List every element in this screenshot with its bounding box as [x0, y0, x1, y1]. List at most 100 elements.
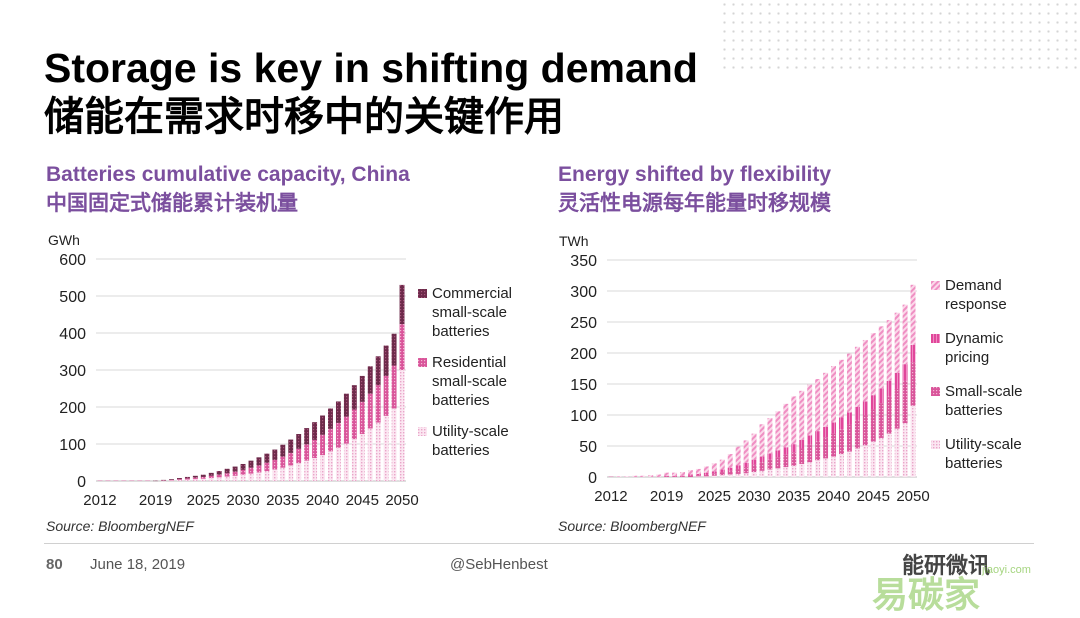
- x-tick-label: 2045: [857, 488, 890, 505]
- legend-swatch-utility: [931, 440, 940, 449]
- x-tick-label: 2040: [817, 488, 850, 505]
- bar-utility-2037: [296, 463, 302, 481]
- bar-commercial-2045: [359, 375, 365, 402]
- bar-utility-2042: [335, 447, 341, 481]
- chart-energy-shifted-by-flexibility: TWh 0 50 100 150 200 250 300 350 2012 2019 2025 2030…: [559, 233, 1023, 505]
- bar-residential-2028: [224, 473, 230, 477]
- bar-empty-2014: [113, 480, 119, 481]
- legend-label: pricing: [945, 349, 989, 366]
- legend-swatch-residential: [418, 358, 427, 367]
- bar-utility-2024: [703, 476, 709, 477]
- bar-residential-2046: [878, 403, 884, 438]
- bar-residential-2049: [902, 380, 908, 424]
- bar-demand-2042: [846, 353, 852, 413]
- bar-residential-2032: [767, 459, 773, 470]
- bar-residential-2033: [775, 457, 781, 469]
- bar-residential-2042: [335, 422, 341, 448]
- bar-utility-2021: [169, 480, 174, 481]
- bar-utility-2041: [328, 451, 333, 481]
- bar-utility-2032: [767, 469, 773, 477]
- bar-commercial-2037: [296, 434, 302, 449]
- bar-commercial-2042: [335, 401, 341, 423]
- bar-residential-2020: [672, 476, 678, 477]
- bar-residential-2048: [383, 375, 389, 416]
- bar-residential-2031: [248, 467, 254, 474]
- x-tick-label: 2030: [226, 492, 259, 509]
- bar-dynamic-2028: [735, 465, 741, 469]
- legend-swatch-commercial: [418, 289, 427, 298]
- chart2-subtitle: 灵活性电源每年能量时移规模: [558, 192, 831, 215]
- legend-swatch-dynamic: [931, 334, 940, 343]
- bar-dynamic-2048: [894, 372, 900, 389]
- bar-residential-2025: [200, 476, 206, 479]
- y-tick-label: 50: [579, 439, 597, 456]
- y-tick-label: 300: [570, 284, 597, 301]
- x-tick-label: 2012: [594, 488, 627, 505]
- bar-residential-2038: [304, 444, 310, 461]
- bar-commercial-2041: [328, 408, 333, 429]
- bar-residential-2050: [910, 362, 916, 406]
- bar-utility-2039: [823, 458, 829, 477]
- y-tick-label: 500: [59, 289, 86, 306]
- bar-commercial-2029: [232, 466, 238, 472]
- y-tick-label: 250: [570, 315, 597, 332]
- bar-commercial-2035: [280, 444, 286, 457]
- bar-dynamic-2033: [775, 450, 781, 458]
- bar-commercial-2020: [161, 479, 167, 481]
- bar-utility-2039: [312, 458, 318, 481]
- bar-residential-2043: [854, 419, 860, 449]
- bar-dynamic-2019: [664, 475, 670, 477]
- bar-utility-2030: [751, 472, 757, 477]
- x-tick-label: 2019: [650, 488, 683, 505]
- bar-dynamic-2044: [862, 401, 868, 415]
- bar-residential-2039: [312, 439, 318, 459]
- bar-dynamic-2041: [839, 417, 844, 430]
- bar-demand-2020: [672, 472, 678, 476]
- bar-commercial-2038: [304, 428, 310, 445]
- bar-utility-2037: [807, 462, 813, 477]
- bar-utility-2023: [184, 479, 190, 481]
- page-title-chinese: 储能在需求时移中的关键作用: [44, 95, 564, 139]
- bar-utility-2036: [799, 463, 805, 477]
- bar-utility-2031: [248, 473, 254, 481]
- bar-demand-2029: [743, 440, 749, 463]
- bar-empty-2012: [97, 480, 103, 481]
- bar-utility-2034: [783, 467, 789, 477]
- chart1-source: Source: BloombergNEF: [46, 518, 194, 534]
- bar-utility-2040: [831, 456, 837, 477]
- bar-residential-2024: [192, 477, 198, 480]
- bar-residential-2034: [272, 459, 278, 470]
- bar-dynamic-2025: [711, 471, 717, 474]
- x-tick-label: 2045: [346, 492, 379, 509]
- bar-utility-2047: [886, 433, 892, 477]
- bar-residential-2022: [176, 479, 182, 480]
- bar-demand-2034: [783, 403, 789, 448]
- bar-residential-2049: [391, 365, 397, 409]
- legend-label: Commercial: [432, 285, 512, 302]
- bar-dynamic-2039: [823, 426, 829, 438]
- legend-label: Small-scale: [945, 383, 1023, 400]
- bar-dynamic-2040: [831, 422, 837, 434]
- bar-dynamic-2024: [703, 472, 709, 475]
- bar-commercial-2050: [399, 284, 405, 325]
- bar-dynamic-2037: [807, 435, 813, 445]
- bar-commercial-2025: [200, 474, 206, 477]
- legend-label: batteries: [945, 402, 1003, 419]
- bar-dynamic-2020: [672, 475, 678, 477]
- bar-residential-2026: [719, 472, 725, 476]
- bar-residential-2031: [759, 462, 765, 471]
- bar-utility-2024: [192, 479, 198, 481]
- bar-demand-2048: [894, 312, 900, 373]
- footer-date: June 18, 2019: [90, 556, 186, 573]
- bar-demand-2037: [807, 384, 813, 436]
- bar-dynamic-2043: [854, 406, 860, 420]
- bar-empty-2012: [608, 476, 614, 477]
- legend-label: small-scale: [432, 304, 507, 321]
- bar-utility-2026: [208, 478, 214, 481]
- bar-commercial-2023: [184, 476, 190, 479]
- bar-demand-2035: [791, 396, 797, 445]
- legend-swatch-residential: [931, 387, 940, 396]
- legend-label: Dynamic: [945, 330, 1004, 347]
- bar-utility-2042: [846, 451, 852, 477]
